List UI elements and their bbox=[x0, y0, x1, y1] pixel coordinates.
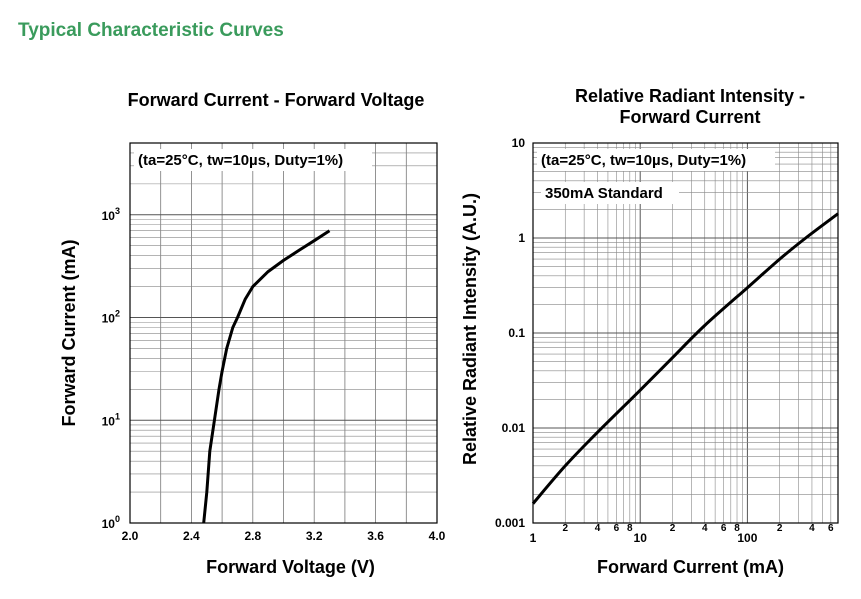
page-title: Typical Characteristic Curves bbox=[18, 20, 284, 41]
chart1-x-tick-label: 2.0 bbox=[122, 529, 139, 543]
chart2-x-minor-tick-label: 8 bbox=[627, 523, 633, 534]
chart2-annotation-bg bbox=[537, 149, 775, 171]
chart1-y-tick-label: 100 bbox=[102, 514, 120, 531]
chart2-x-tick-label: 10 bbox=[634, 531, 648, 545]
chart2-annotation2-bg bbox=[541, 182, 679, 204]
chart2-x-tick-label: 100 bbox=[737, 531, 757, 545]
chart2-title-line1: Relative Radiant Intensity - bbox=[574, 86, 806, 106]
chart2-series-line bbox=[531, 212, 839, 505]
chart2-x-minor-tick-label: 4 bbox=[595, 523, 601, 534]
chart1-x-tick-label: 2.8 bbox=[244, 529, 261, 543]
chart2-title: Relative Radiant Intensity - Forward Cur… bbox=[500, 86, 861, 128]
chart1-title: Forward Current - Forward Voltage bbox=[127, 90, 425, 110]
chart2-annotation2: 350mA Standard bbox=[545, 185, 663, 202]
chart2-y-tick-label: 1 bbox=[518, 231, 525, 245]
chart1-y-tick-label: 101 bbox=[102, 411, 120, 428]
chart2-x-axis-label: Forward Current (mA) bbox=[597, 557, 784, 577]
chart2-title-line2: Forward Current bbox=[619, 107, 761, 127]
chart2-x-tick-label: 1 bbox=[530, 531, 537, 545]
chart1-x-tick-label: 3.2 bbox=[306, 529, 323, 543]
chart2-x-minor-tick-label: 2 bbox=[562, 523, 568, 534]
chart2-x-minor-tick-label: 2 bbox=[670, 523, 676, 534]
chart1-x-tick-label: 4.0 bbox=[429, 529, 446, 543]
chart2-y-tick-label: 0.1 bbox=[508, 326, 525, 340]
chart2-annotation: (ta=25°C, tw=10µs, Duty=1%) bbox=[541, 152, 746, 169]
chart2-y-tick-label: 10 bbox=[512, 136, 526, 150]
chart1-x-tick-label: 2.4 bbox=[183, 529, 200, 543]
chart1-y-axis-label: Forward Current (mA) bbox=[59, 239, 79, 426]
chart2-x-minor-tick-label: 6 bbox=[828, 523, 834, 534]
chart1-annotation: (ta=25°C, tw=10µs, Duty=1%) bbox=[138, 152, 343, 169]
chart1-x-axis-label: Forward Voltage (V) bbox=[206, 557, 375, 577]
chart1-series-line bbox=[202, 229, 331, 524]
chart2-x-minor-tick-label: 4 bbox=[809, 523, 815, 534]
chart2-x-minor-tick-label: 8 bbox=[734, 523, 740, 534]
chart2-x-minor-tick-label: 6 bbox=[721, 523, 727, 534]
chart1-frame bbox=[129, 142, 438, 524]
chart2-x-minor-tick-label: 2 bbox=[777, 523, 783, 534]
chart2-x-minor-tick-label: 4 bbox=[702, 523, 708, 534]
chart2-frame bbox=[532, 142, 839, 524]
chart1-annotation-bg bbox=[134, 149, 372, 171]
chart1-y-tick-label: 102 bbox=[102, 309, 120, 326]
chart2-x-minor-tick-label: 6 bbox=[614, 523, 620, 534]
chart1-y-tick-label: 103 bbox=[102, 206, 120, 223]
chart2-y-tick-label: 0.001 bbox=[495, 516, 525, 530]
chart2-y-tick-label: 0.01 bbox=[502, 421, 526, 435]
chart1-x-tick-label: 3.6 bbox=[367, 529, 384, 543]
chart2-y-axis-label: Relative Radiant Intensity (A.U.) bbox=[460, 193, 480, 465]
